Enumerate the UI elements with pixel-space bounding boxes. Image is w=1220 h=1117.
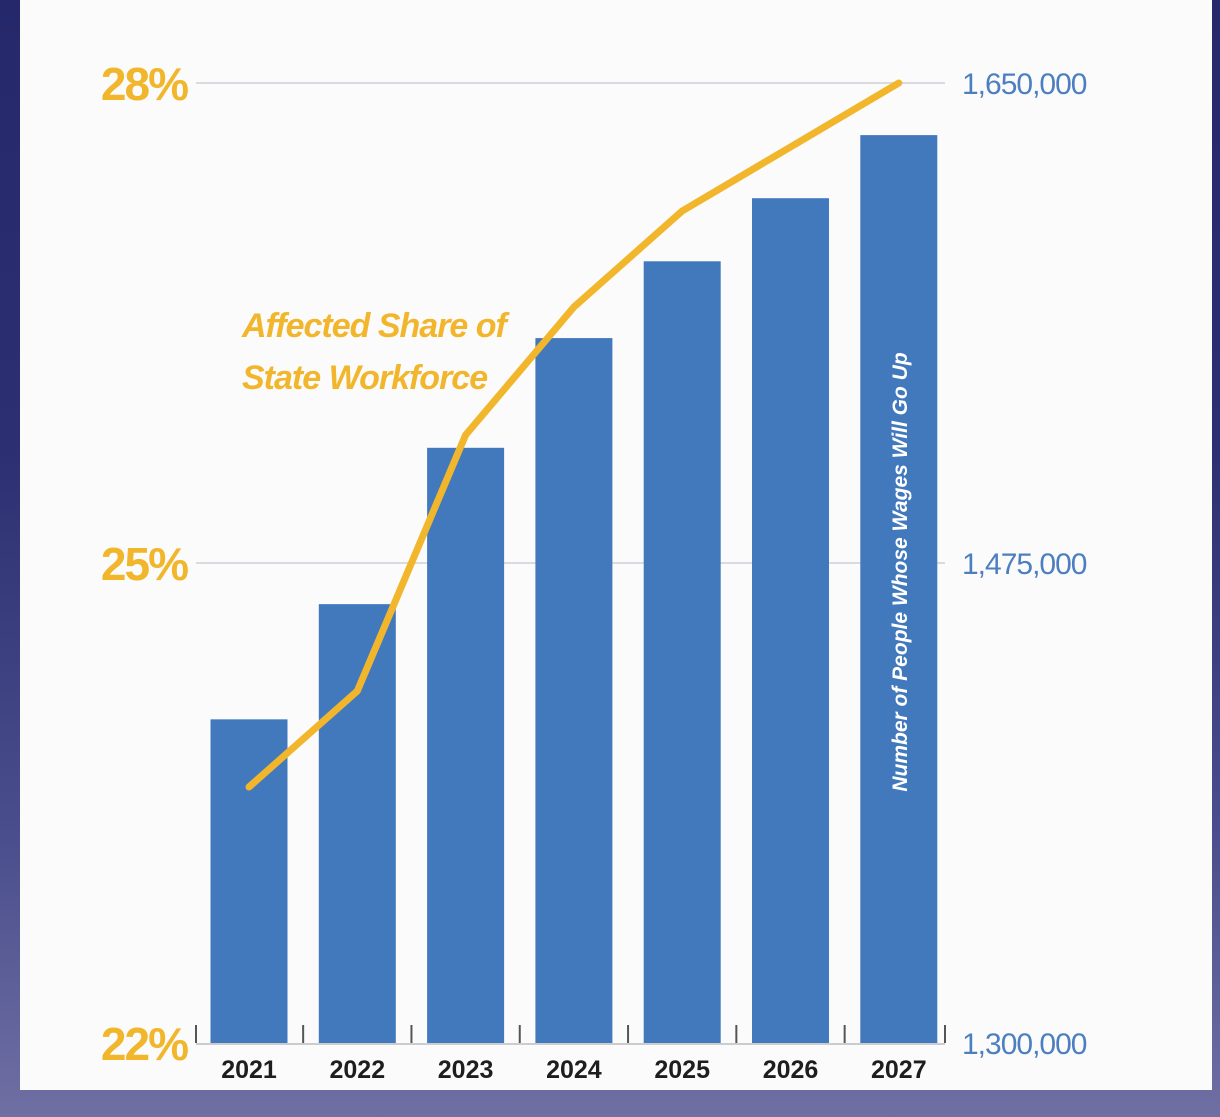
y-right-tick-label: 1,300,000 bbox=[962, 1028, 1087, 1061]
share-line bbox=[245, 79, 903, 791]
x-tick-label: 2026 bbox=[763, 1056, 819, 1084]
line-series-label: Affected Share of bbox=[241, 307, 511, 345]
x-tick-label: 2027 bbox=[871, 1056, 927, 1084]
share-point-2023 bbox=[465, 434, 467, 436]
bar-2025 bbox=[643, 261, 721, 1043]
line-series-label: State Workforce bbox=[242, 359, 487, 397]
share-point-2027 bbox=[898, 82, 900, 84]
bar-2023 bbox=[427, 447, 505, 1043]
bars bbox=[210, 135, 938, 1044]
share-point-2021 bbox=[248, 786, 250, 788]
y-right-tick-label: 1,475,000 bbox=[962, 548, 1087, 581]
bar-2026 bbox=[752, 198, 829, 1043]
share-point-2024 bbox=[573, 306, 575, 308]
axes bbox=[195, 1025, 946, 1045]
bar-2027 bbox=[860, 135, 938, 1044]
labels: 2021 2022 2023 2024 2025 2026 2027 22% 25% 28% 1,3… bbox=[101, 58, 1088, 1084]
share-point-2025 bbox=[681, 210, 683, 212]
x-tick-label: 2023 bbox=[438, 1056, 494, 1084]
x-tick-label: 2021 bbox=[221, 1056, 277, 1084]
x-tick-label: 2022 bbox=[329, 1056, 385, 1084]
y-left-tick-label: 28% bbox=[101, 58, 188, 110]
bar-2024 bbox=[535, 338, 613, 1044]
x-tick-label: 2025 bbox=[654, 1056, 710, 1084]
bar-2021 bbox=[210, 719, 288, 1043]
x-tick-label: 2024 bbox=[546, 1056, 602, 1084]
share-point-2026 bbox=[790, 146, 791, 148]
y-right-tick-label: 1,650,000 bbox=[962, 68, 1087, 101]
bar-2022 bbox=[318, 604, 396, 1043]
y-left-tick-label: 25% bbox=[101, 538, 188, 590]
y-right-axis-title: Number of People Whose Wages Will Go Up bbox=[889, 352, 912, 791]
y-left-tick-label: 22% bbox=[101, 1018, 188, 1070]
share-point-2022 bbox=[356, 690, 358, 692]
